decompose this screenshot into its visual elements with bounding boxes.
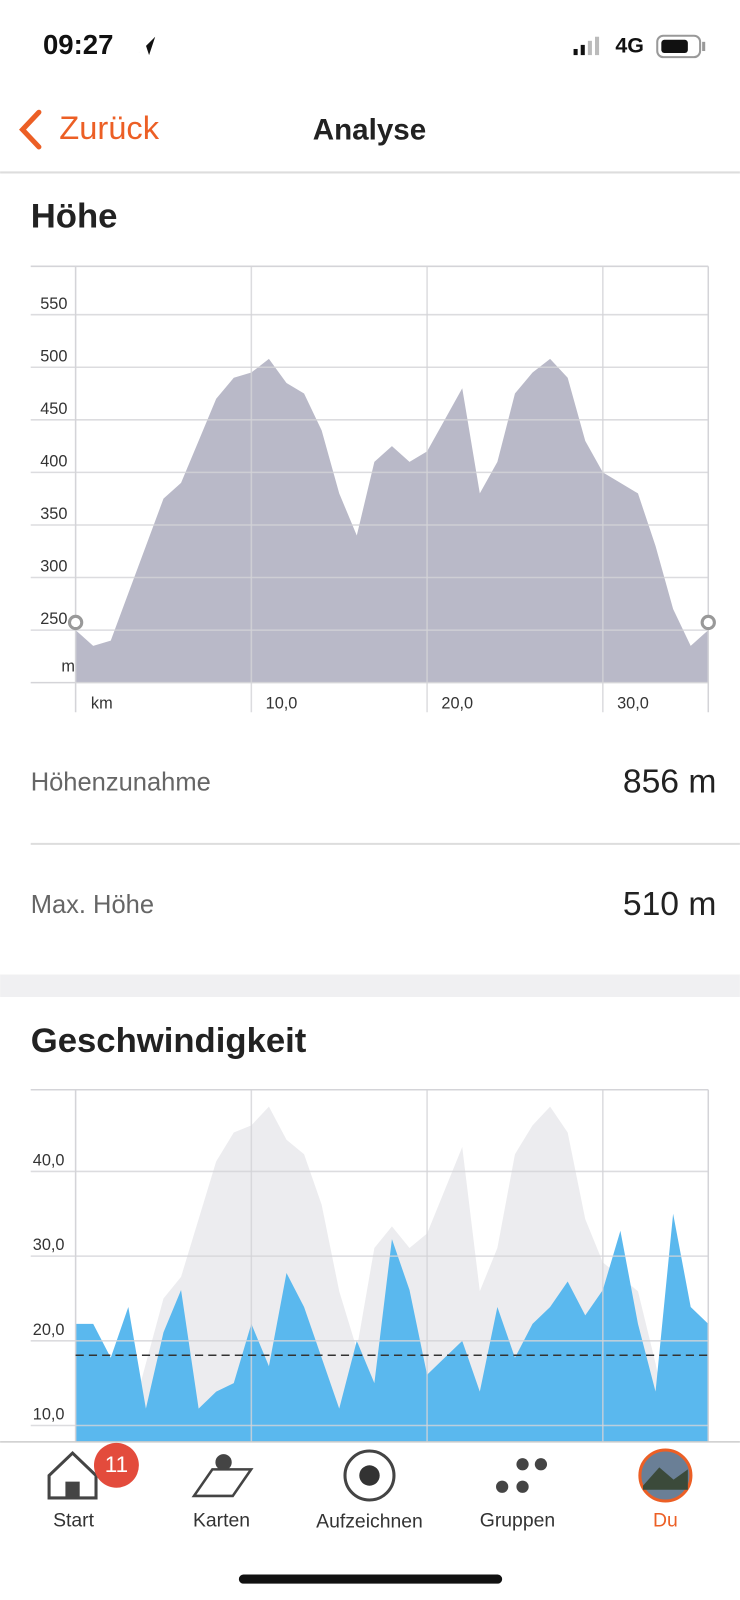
home-indicator xyxy=(238,1574,503,1584)
network-label: 4G xyxy=(615,34,644,58)
map-pin xyxy=(215,1454,232,1471)
range-handle xyxy=(67,614,84,631)
groups-icon xyxy=(496,1458,548,1493)
x-tick-label: 10,0 xyxy=(266,694,298,712)
signal-icon xyxy=(573,36,600,56)
y-tick-label: 300 xyxy=(40,558,67,576)
back-arrow[interactable] xyxy=(19,109,42,150)
record-dot xyxy=(359,1465,380,1486)
area xyxy=(75,1213,709,1442)
x-tick-label: 30,0 xyxy=(617,694,649,712)
badge-count: 11 xyxy=(105,1452,128,1477)
tab-label[interactable]: Start xyxy=(53,1510,95,1532)
y-tick-label: 450 xyxy=(40,400,67,418)
badge xyxy=(93,1442,139,1488)
tab-label[interactable]: Gruppen xyxy=(480,1510,555,1532)
section-title: Höhe xyxy=(31,198,118,236)
battery-icon xyxy=(656,34,706,59)
x-axis-label: km xyxy=(91,694,113,712)
tab-label[interactable]: Karten xyxy=(193,1510,250,1532)
speed-chart: 10,0 20,0 30,0 40,0 xyxy=(30,1089,710,1501)
tab-bar: 11 Start Karten Aufzeichnen Gruppen Du xyxy=(0,1441,740,1600)
tab-label[interactable]: Du xyxy=(653,1510,678,1532)
y-tick-label: 550 xyxy=(40,295,67,313)
y-tick-label: 20,0 xyxy=(33,1321,65,1339)
elevation-chart: 250 300 350 400 450 500 550 10,0 20,0 30,0 kmm xyxy=(30,265,716,712)
nav-title: Analyse xyxy=(313,113,426,146)
y-tick-label: 500 xyxy=(40,347,67,365)
back-button[interactable]: Zurück xyxy=(59,109,159,146)
stat-value: 510 m xyxy=(623,886,717,923)
area xyxy=(75,358,709,683)
map-icon xyxy=(191,1468,254,1498)
y-tick-label: 10,0 xyxy=(33,1406,65,1424)
stat-label: Höhenzunahme xyxy=(31,768,211,796)
status-time: 09:27 xyxy=(43,29,113,60)
y-tick-label: 350 xyxy=(40,505,67,523)
y-tick-label: 30,0 xyxy=(33,1236,65,1254)
y-tick-label: 250 xyxy=(40,610,67,628)
y-axis-label: m xyxy=(61,658,75,676)
location-icon xyxy=(138,36,156,56)
stat-value: 856 m xyxy=(623,764,717,801)
x-tick-label: 20,0 xyxy=(441,694,473,712)
avatar-image xyxy=(642,1467,688,1490)
stat-label: Max. Höhe xyxy=(31,891,154,919)
home-icon xyxy=(47,1450,98,1500)
tab-label[interactable]: Aufzeichnen xyxy=(316,1511,423,1533)
range-handle xyxy=(700,614,716,631)
section-title: Geschwindigkeit xyxy=(31,1022,307,1060)
section-gap xyxy=(0,974,740,997)
home-door xyxy=(65,1481,80,1498)
y-tick-label: 40,0 xyxy=(33,1152,65,1170)
y-tick-label: 400 xyxy=(40,452,67,470)
record-icon xyxy=(343,1449,396,1502)
